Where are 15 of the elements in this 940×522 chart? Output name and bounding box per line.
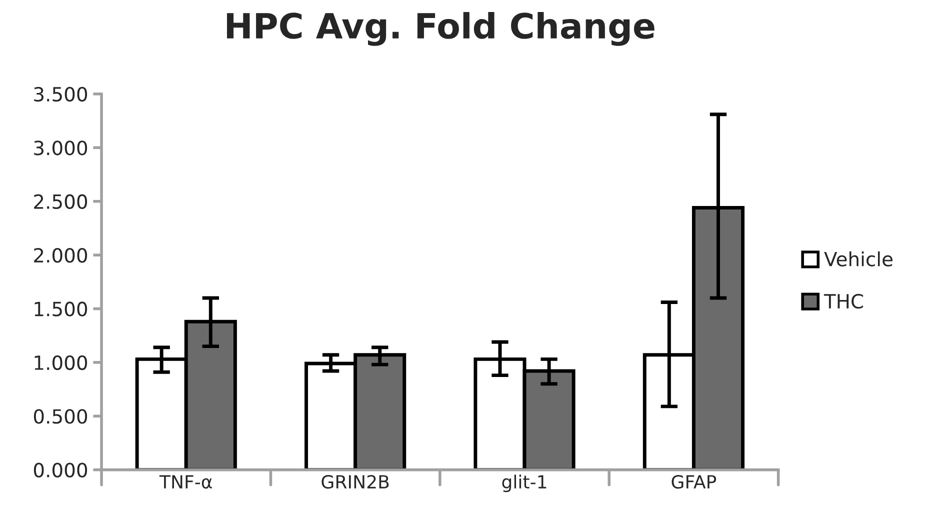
x-tick-label: GRIN2B [322, 474, 389, 489]
y-tick-label: 3.500 [34, 86, 88, 102]
y-tick-label: 1.000 [34, 355, 88, 370]
y-tick-label: 1.500 [34, 302, 88, 316]
legend-label: Vehicle [824, 251, 892, 266]
legend-label: THC [824, 294, 863, 309]
chart-title: HPC Avg. Fold Change [226, 12, 654, 46]
x-tick-label: glit-1 [502, 474, 546, 492]
x-tick-label: TNF-α [159, 475, 212, 489]
x-tick-label: GFAP [672, 474, 716, 489]
y-tick-label: 2.000 [34, 248, 88, 263]
y-tick-label: 3.000 [34, 140, 88, 156]
y-tick-label: 2.500 [34, 194, 88, 210]
y-tick-label: 0.000 [34, 462, 88, 478]
y-tick-label: 0.500 [34, 409, 88, 424]
